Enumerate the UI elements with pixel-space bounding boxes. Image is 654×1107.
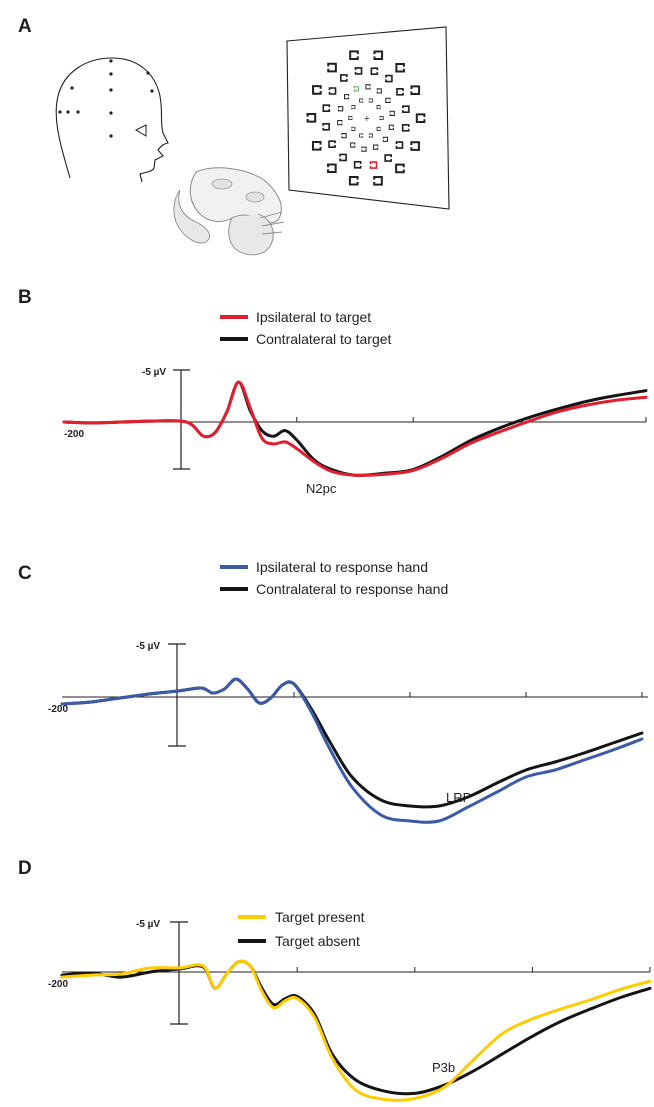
fixation-cross: + xyxy=(364,114,371,123)
search-item xyxy=(395,62,405,73)
panel-c-plot xyxy=(60,677,644,824)
search-item xyxy=(395,163,405,174)
panel-b-annotation-n2pc: N2pc xyxy=(306,481,337,496)
search-item xyxy=(306,113,317,123)
series-line-ipsilateral-to-response-hand xyxy=(60,677,644,824)
search-item xyxy=(328,140,336,148)
panel-c-x-start-label: -200 xyxy=(48,704,68,715)
search-item xyxy=(337,120,343,126)
legend-label-target-present: Target present xyxy=(275,909,365,925)
search-item xyxy=(368,98,373,103)
search-item xyxy=(384,154,392,162)
panel-b-legend: Ipsilateral to target Contralateral to t… xyxy=(220,309,392,347)
series-line-target-absent xyxy=(60,959,652,1096)
search-item xyxy=(327,62,337,73)
series-line-target-present xyxy=(60,959,652,1102)
panel-b-x-start-label: -200 xyxy=(64,429,84,440)
search-item xyxy=(354,67,363,75)
panel-d-x-start-label: -200 xyxy=(48,979,68,990)
legend-label-contralateral-hand: Contralateral to response hand xyxy=(256,581,448,597)
search-item xyxy=(401,124,410,132)
head-illustration xyxy=(55,57,169,183)
legend-label-ipsilateral-target: Ipsilateral to target xyxy=(256,309,371,325)
search-item xyxy=(370,67,379,75)
search-item xyxy=(379,116,384,120)
search-item xyxy=(395,141,404,149)
search-item xyxy=(348,175,359,186)
search-item xyxy=(322,123,330,131)
search-item xyxy=(385,97,391,103)
search-item xyxy=(365,84,371,90)
search-item xyxy=(368,133,373,138)
search-item xyxy=(322,104,331,112)
search-item xyxy=(348,116,353,120)
series-line-ipsilateral-to-target xyxy=(62,380,648,477)
search-item xyxy=(369,161,378,169)
search-item xyxy=(376,88,382,94)
search-item xyxy=(389,110,395,116)
search-item xyxy=(359,133,364,138)
panel-label-d: D xyxy=(18,858,32,879)
search-item xyxy=(312,85,322,95)
search-item xyxy=(328,87,337,95)
panel-d-y-scale-label: -5 µV xyxy=(136,919,160,930)
legend-label-target-absent: Target absent xyxy=(275,933,360,949)
search-item xyxy=(402,105,410,113)
search-item xyxy=(361,146,367,152)
search-item xyxy=(350,142,356,148)
legend-label-ipsilateral-hand: Ipsilateral to response hand xyxy=(256,559,428,575)
series-line-contralateral-to-target xyxy=(62,380,648,477)
search-item xyxy=(349,50,359,60)
search-item xyxy=(410,85,421,95)
search-item xyxy=(382,136,389,142)
panel-label-a: A xyxy=(18,16,32,37)
search-item xyxy=(343,94,350,100)
search-item xyxy=(340,74,348,82)
search-item xyxy=(373,144,379,150)
panel-label-b: B xyxy=(18,287,32,308)
panel-label-c: C xyxy=(18,563,32,584)
panel-b-plot xyxy=(62,380,648,477)
search-item xyxy=(376,105,381,110)
search-item xyxy=(385,74,393,83)
search-item xyxy=(351,126,356,131)
search-item xyxy=(351,105,356,110)
search-item xyxy=(341,133,347,139)
panel-d-legend: Target present Target absent xyxy=(238,909,365,949)
search-item xyxy=(339,153,347,162)
panel-d-plot xyxy=(60,959,652,1102)
panel-d-annotation-p3b: P3b xyxy=(432,1060,455,1075)
panel-b-y-scale-label: -5 µV xyxy=(142,367,166,378)
search-item xyxy=(373,50,384,61)
search-item xyxy=(396,88,404,96)
search-item xyxy=(311,141,322,151)
search-item xyxy=(359,98,364,103)
panel-c-legend: Ipsilateral to response hand Contralater… xyxy=(220,559,448,597)
search-item xyxy=(415,113,426,123)
search-item xyxy=(338,106,344,112)
stimulus-display: + xyxy=(286,26,450,210)
panel-c-y-scale-label: -5 µV xyxy=(136,641,160,652)
search-item xyxy=(410,141,420,151)
search-item xyxy=(327,163,337,174)
search-item xyxy=(373,176,383,186)
legend-label-contralateral-target: Contralateral to target xyxy=(256,331,392,347)
search-item xyxy=(353,161,362,169)
search-item xyxy=(376,126,381,131)
search-item xyxy=(388,124,394,130)
search-item xyxy=(353,86,359,92)
gamepad-hands-illustration xyxy=(173,167,285,256)
